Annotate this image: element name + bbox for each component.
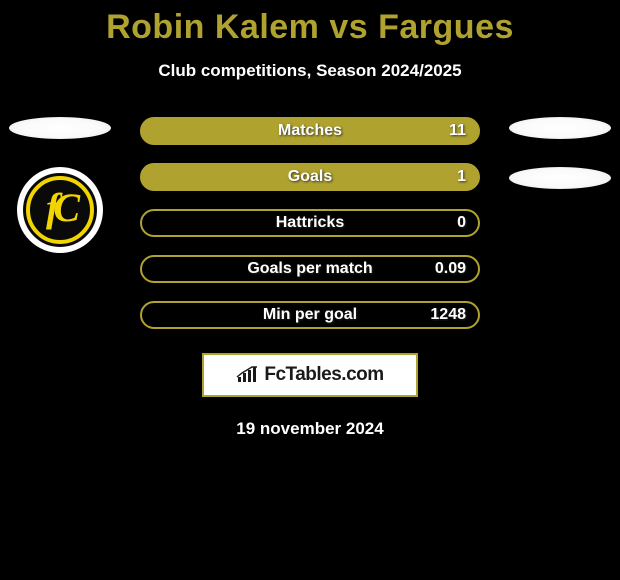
brand-box: FcTables.com bbox=[202, 353, 418, 397]
stat-bar-matches: Matches 11 bbox=[140, 117, 480, 145]
stat-label: Goals bbox=[288, 168, 332, 186]
badge-monogram: fC bbox=[46, 188, 74, 228]
stat-value: 1248 bbox=[430, 306, 466, 324]
stats-list: Matches 11 Goals 1 Hattricks 0 Goals per… bbox=[140, 117, 480, 329]
left-player-column: fC bbox=[0, 117, 120, 253]
stat-label: Min per goal bbox=[263, 306, 357, 324]
brand-name: FcTables.com bbox=[264, 364, 383, 386]
stat-bar-min-per-goal: Min per goal 1248 bbox=[140, 301, 480, 329]
main-content: fC Matches 11 Goals 1 Hattricks 0 Goals … bbox=[0, 117, 620, 439]
stat-value: 1 bbox=[457, 168, 466, 186]
page-title: Robin Kalem vs Fargues bbox=[0, 0, 620, 47]
left-club-badge: fC bbox=[17, 167, 103, 253]
stat-value: 11 bbox=[449, 122, 466, 140]
right-player-column bbox=[500, 117, 620, 217]
stat-label: Hattricks bbox=[276, 214, 344, 232]
stat-value: 0 bbox=[457, 214, 466, 232]
stat-label: Goals per match bbox=[247, 260, 372, 278]
right-player-placeholder-2 bbox=[509, 167, 611, 189]
subtitle: Club competitions, Season 2024/2025 bbox=[0, 61, 620, 81]
stat-bar-goals: Goals 1 bbox=[140, 163, 480, 191]
right-player-placeholder-1 bbox=[509, 117, 611, 139]
stat-label: Matches bbox=[278, 122, 342, 140]
stat-bar-hattricks: Hattricks 0 bbox=[140, 209, 480, 237]
left-player-placeholder-1 bbox=[9, 117, 111, 139]
stat-value: 0.09 bbox=[435, 260, 466, 278]
date-line: 19 november 2024 bbox=[0, 419, 620, 439]
brand-bar-chart-icon bbox=[236, 366, 258, 384]
stat-bar-goals-per-match: Goals per match 0.09 bbox=[140, 255, 480, 283]
